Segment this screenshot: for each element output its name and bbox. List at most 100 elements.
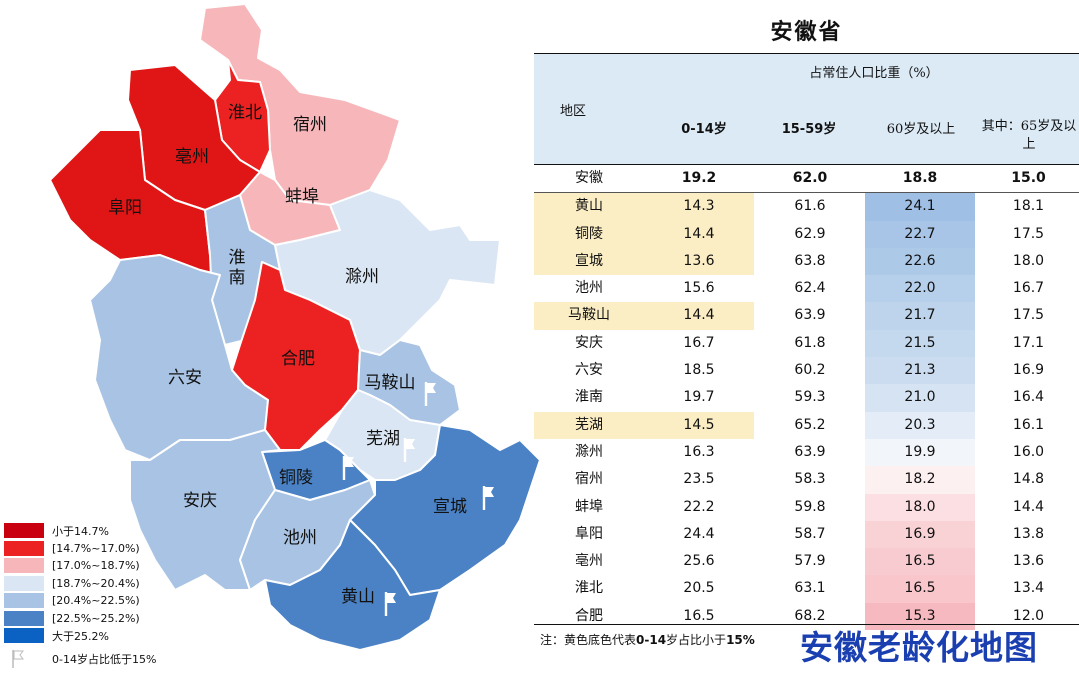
- cell-region: 亳州: [575, 553, 603, 570]
- legend-label: 大于25.2%: [52, 629, 109, 643]
- cell-65-plus: 17.5: [1012, 225, 1045, 242]
- cell-60-plus: 16.5: [865, 575, 975, 603]
- cell-region: 铜陵: [575, 225, 603, 242]
- legend-item: [14.7%~17.0%): [4, 540, 204, 558]
- cell-0-14: 25.6: [683, 553, 715, 570]
- cell-0-14: 19.7: [683, 389, 715, 406]
- header-group: 占常住人口比重（%）: [809, 66, 939, 81]
- cell-60-plus: 21.3: [865, 357, 975, 385]
- table-row: 安庆 16.7 61.8 21.5 17.1: [534, 329, 1079, 358]
- legend-item: [22.5%~25.2%): [4, 610, 204, 628]
- table-row: 宣城 13.6 63.8 22.6 18.0: [534, 247, 1079, 276]
- cell-0-14: 14.5: [683, 416, 715, 433]
- cell-65-plus: 12.0: [1012, 607, 1045, 624]
- table-row: 宿州 23.5 58.3 18.2 14.8: [534, 466, 1079, 494]
- cell-region: 安庆: [575, 334, 603, 351]
- legend-swatch: [4, 540, 44, 556]
- cell-0-14: 16.5: [683, 607, 715, 624]
- header-col-15-59: 15-59岁: [781, 122, 837, 137]
- region-hefei[interactable]: [231, 261, 361, 451]
- cell-65-plus: 13.6: [1012, 553, 1045, 570]
- label-huainan-2: 南: [229, 268, 246, 288]
- cell-15-59: 65.2: [794, 416, 826, 433]
- label-bozhou: 亳州: [175, 147, 209, 167]
- cell-60-plus: 22.6: [865, 247, 975, 276]
- cell-15-59: 61.6: [794, 198, 826, 215]
- flag-icon: [12, 650, 24, 669]
- table-row: 蚌埠 22.2 59.8 18.0 14.4: [534, 493, 1079, 521]
- legend-swatch: [4, 558, 44, 574]
- brand-caption: 安徽老龄化地图: [800, 628, 1038, 667]
- cell-0-14: 14.4: [683, 307, 715, 324]
- cell-15-59: 63.9: [794, 443, 826, 460]
- legend-item: [17.0%~18.7%): [4, 557, 204, 575]
- table-row: 淮北 20.5 63.1 16.5 13.4: [534, 575, 1079, 603]
- cell-65-plus: 16.9: [1012, 362, 1045, 379]
- legend-label: 小于14.7%: [52, 524, 109, 538]
- cell-0-14: 16.7: [683, 334, 715, 351]
- footnote-text-2: 岁占比小于: [666, 633, 727, 647]
- table-row: 池州 15.6 62.4 22.0 16.7: [534, 275, 1079, 303]
- cell-60-plus: 22.7: [865, 220, 975, 248]
- cell-0-14: 20.5: [683, 580, 715, 597]
- table-body: 安徽 19.2 62.0 18.8 15.0 黄山 14.3 61.6 24.1 18.1 铜陵 14…: [534, 165, 1079, 631]
- cell-region: 安徽: [575, 170, 603, 186]
- region-huangshan[interactable]: [264, 519, 441, 651]
- cell-60-plus: 18.2: [865, 466, 975, 494]
- cell-region: 淮南: [575, 389, 603, 406]
- label-liuan: 六安: [168, 368, 202, 388]
- cell-65-plus: 14.4: [1012, 498, 1045, 515]
- cell-65-plus: 17.5: [1012, 307, 1045, 324]
- table-row: 亳州 25.6 57.9 16.5 13.6: [534, 548, 1079, 576]
- table-row: 铜陵 14.4 62.9 22.7 17.5: [534, 220, 1079, 248]
- cell-65-plus: 16.0: [1012, 443, 1045, 460]
- cell-60-plus: 18.0: [865, 493, 975, 521]
- legend-label: [14.7%~17.0%): [52, 541, 140, 555]
- cell-65-plus: 16.7: [1012, 280, 1045, 297]
- cell-60-plus: 18.8: [902, 170, 938, 186]
- footnote: 注：黄色底色代表0-14岁占比小于15%: [540, 631, 755, 648]
- cell-65-plus: 18.0: [1012, 252, 1045, 269]
- cell-0-14: 16.3: [683, 443, 715, 460]
- legend-label: [17.0%~18.7%): [52, 559, 140, 573]
- cell-15-59: 59.3: [794, 389, 826, 406]
- table-row: 滁州 16.3 63.9 19.9 16.0: [534, 438, 1079, 467]
- cell-0-14: 14.4: [683, 225, 715, 242]
- legend-label: 0-14岁占比低于15%: [52, 653, 157, 667]
- cell-0-14: 23.5: [683, 471, 715, 488]
- cell-15-59: 62.4: [794, 280, 826, 297]
- legend-item: 大于25.2%: [4, 627, 204, 645]
- cell-60-plus: 21.5: [865, 329, 975, 358]
- footnote-bold: 0-14: [636, 633, 667, 647]
- table-row: 黄山 14.3 61.6 24.1 18.1: [534, 193, 1079, 221]
- footnote-bold-2: 15%: [726, 633, 755, 647]
- table-row: 阜阳 24.4 58.7 16.9 13.8: [534, 520, 1079, 549]
- highlight-band: [534, 247, 754, 276]
- table-row: 芜湖 14.5 65.2 20.3 16.1: [534, 411, 1079, 439]
- cell-15-59: 63.8: [794, 252, 826, 269]
- cell-15-59: 58.7: [794, 525, 826, 542]
- cell-65-plus: 15.0: [1011, 170, 1046, 186]
- cell-region: 芜湖: [575, 416, 603, 433]
- label-huainan-1: 淮: [229, 248, 246, 268]
- cell-region: 蚌埠: [575, 498, 603, 515]
- label-maanshan: 马鞍山: [365, 373, 416, 393]
- cell-65-plus: 18.1: [1012, 198, 1045, 215]
- header-col-60-plus: 60岁及以上: [886, 122, 956, 137]
- cell-15-59: 59.8: [794, 498, 826, 515]
- cell-60-plus: 22.0: [865, 275, 975, 303]
- cell-0-14: 18.5: [683, 362, 715, 379]
- label-chuzhou: 滁州: [345, 267, 379, 287]
- label-anqing: 安庆: [183, 491, 217, 511]
- legend-swatch: [4, 593, 44, 609]
- cell-region: 合肥: [575, 607, 603, 624]
- flag-icon: [424, 382, 436, 406]
- cell-0-14: 15.6: [683, 280, 715, 297]
- footnote-text: 注：黄色底色代表: [540, 633, 637, 647]
- label-huangshan: 黄山: [341, 587, 375, 607]
- cell-15-59: 63.1: [794, 580, 826, 597]
- highlight-band: [534, 411, 754, 439]
- cell-15-59: 57.9: [794, 553, 826, 570]
- cell-region: 黄山: [575, 198, 603, 215]
- label-huaibei: 淮北: [228, 103, 262, 123]
